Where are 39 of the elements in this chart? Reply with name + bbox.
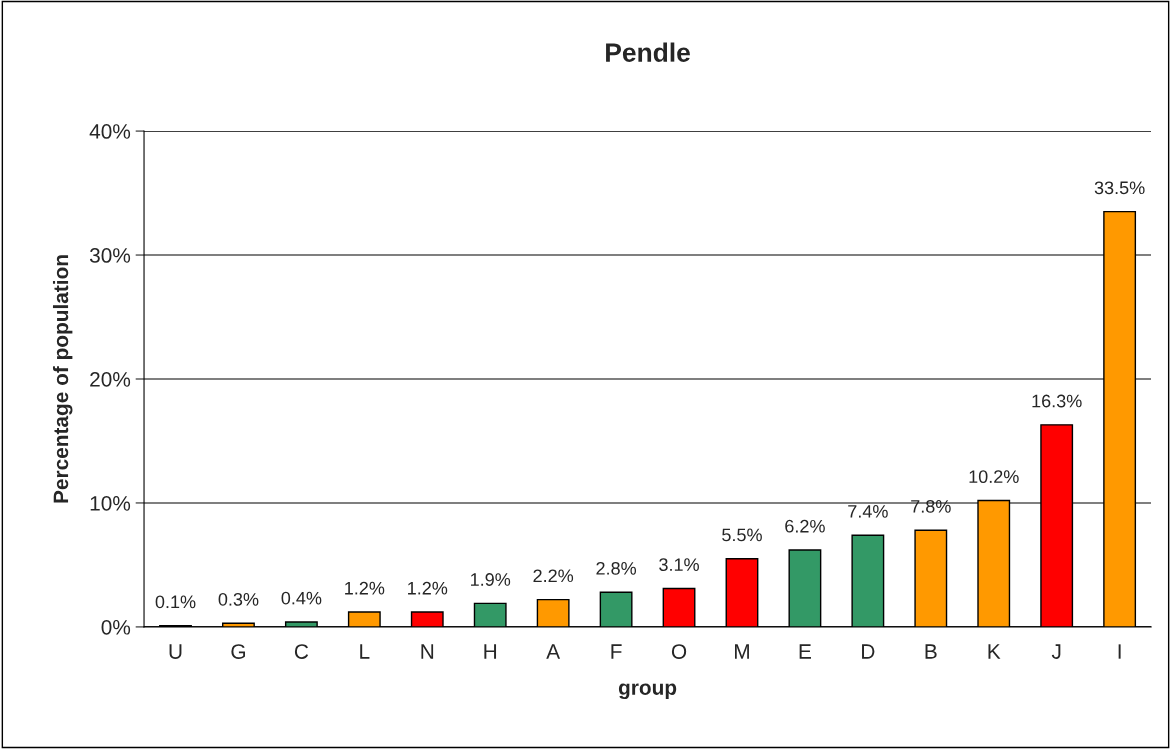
x-tick-label: O xyxy=(671,644,687,659)
data-label: 1.9% xyxy=(471,573,511,586)
data-label: 0.4% xyxy=(281,591,322,605)
data-label: 6.2% xyxy=(785,519,825,533)
x-tick-label: C xyxy=(294,644,309,659)
data-label: 1.2% xyxy=(408,581,448,595)
chart-title: Pendle xyxy=(606,42,690,62)
x-tick-label: D xyxy=(862,644,875,659)
y-tick-label: 40% xyxy=(89,124,131,139)
x-axis-title: group xyxy=(618,683,677,700)
x-tick-label: M xyxy=(735,644,749,659)
x-tick-label: I xyxy=(1118,644,1121,659)
x-tick-label: A xyxy=(546,644,561,659)
x-tick-label: N xyxy=(421,644,434,659)
x-tick-label: E xyxy=(799,644,811,659)
data-label: 3.1% xyxy=(659,558,699,572)
x-tick-label: G xyxy=(231,644,245,659)
x-tick-label: B xyxy=(925,644,937,659)
x-tick-label: U xyxy=(169,644,182,659)
y-tick-label: 0% xyxy=(101,619,131,635)
data-label: 2.2% xyxy=(533,569,574,583)
y-tick-label: 10% xyxy=(90,495,131,511)
data-label: 0.1% xyxy=(155,595,196,609)
x-tick-label: J xyxy=(1051,644,1061,659)
y-tick-label: 30% xyxy=(89,248,131,263)
y-tick-label: 20% xyxy=(90,372,131,387)
data-label: 0.3% xyxy=(218,592,259,606)
x-tick-label: H xyxy=(484,644,497,659)
data-label: 10.2% xyxy=(969,470,1019,484)
data-label: 33.5% xyxy=(1094,181,1145,195)
data-label: 2.8% xyxy=(596,561,637,575)
y-axis-title: Percentage of population xyxy=(52,255,73,503)
x-tick-label: L xyxy=(360,644,370,659)
data-label: 16.3% xyxy=(1032,394,1082,408)
data-label: 7.4% xyxy=(848,505,888,518)
x-tick-label: K xyxy=(988,644,1001,659)
data-label: 1.2% xyxy=(345,581,385,595)
data-label: 5.5% xyxy=(722,528,762,542)
x-tick-label: F xyxy=(611,644,622,659)
